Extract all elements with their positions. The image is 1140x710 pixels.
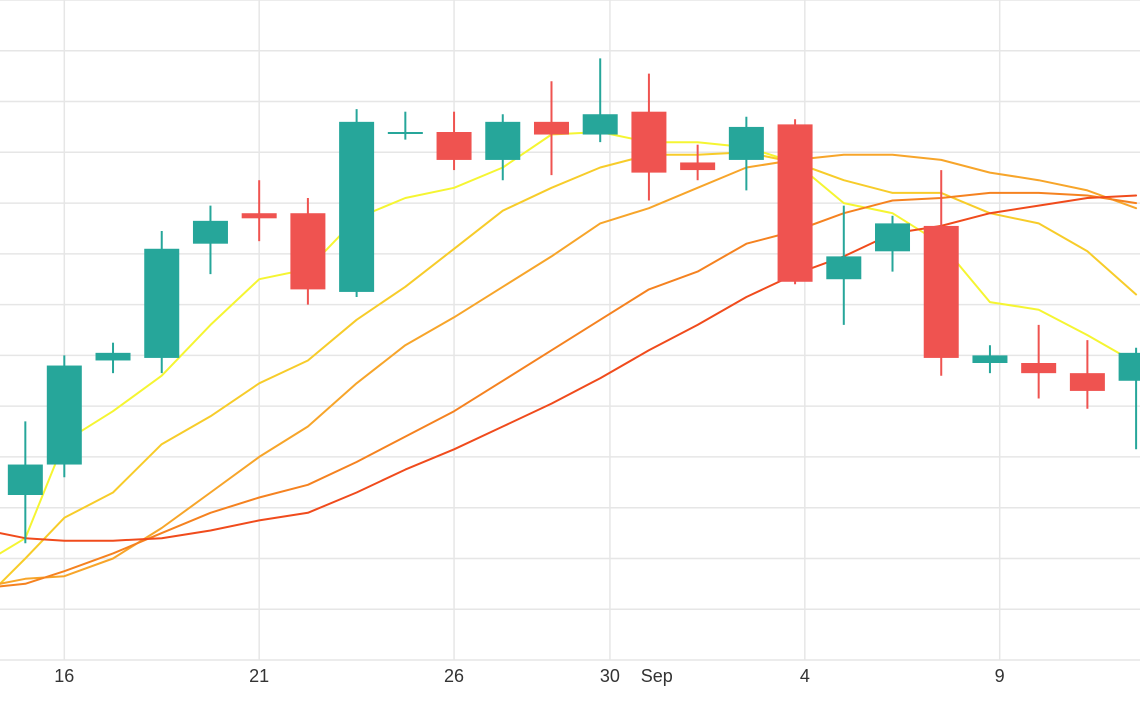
candle-body xyxy=(728,126,764,160)
candle-body xyxy=(46,365,82,465)
candle-body xyxy=(972,355,1008,363)
candle-down xyxy=(241,180,277,242)
x-tick-label: 16 xyxy=(54,666,74,686)
x-tick-label: 26 xyxy=(444,666,464,686)
candle-down xyxy=(777,119,813,285)
candle-up xyxy=(582,58,618,143)
candle-body xyxy=(436,132,472,160)
candle-body xyxy=(582,114,618,135)
candle-body xyxy=(631,111,667,173)
candle-up xyxy=(339,109,375,297)
x-tick-label: 21 xyxy=(249,666,269,686)
candle-body xyxy=(144,248,180,358)
candle-body xyxy=(875,223,911,252)
candle-body xyxy=(95,352,131,361)
candle-up xyxy=(826,205,862,325)
candle-up xyxy=(46,355,82,478)
candle-up xyxy=(7,421,43,544)
gridlines xyxy=(0,0,1140,661)
candles xyxy=(7,58,1140,544)
x-tick-label: 30 xyxy=(600,666,620,686)
x-tick-label: Sep xyxy=(641,666,673,686)
candle-down xyxy=(436,111,472,171)
candle-down xyxy=(680,144,716,181)
candle-up xyxy=(144,231,180,374)
candle-up xyxy=(192,205,228,275)
candle-up xyxy=(1118,347,1140,450)
candle-down xyxy=(290,198,326,305)
candle-body xyxy=(1118,352,1140,381)
x-tick-label: 4 xyxy=(800,666,810,686)
candle-body xyxy=(533,121,569,135)
candle-up xyxy=(728,116,764,191)
candle-body xyxy=(7,464,43,495)
moving-average-lines xyxy=(0,131,1138,588)
candle-body xyxy=(680,162,716,171)
candle-down xyxy=(533,81,569,176)
x-tick-label: 9 xyxy=(995,666,1005,686)
candle-body xyxy=(241,213,277,219)
candle-up xyxy=(485,114,521,181)
candle-body xyxy=(485,121,521,160)
candle-body xyxy=(290,213,326,290)
candle-up xyxy=(95,342,131,374)
candle-body xyxy=(826,256,862,280)
candle-down xyxy=(631,73,667,201)
x-axis-ticks: 16 21 26 30 Sep 4 9 xyxy=(54,666,1004,686)
moving-average-line xyxy=(0,153,1138,585)
moving-average-line xyxy=(0,194,1138,542)
candle-down xyxy=(1069,340,1105,409)
candle-body xyxy=(777,124,813,282)
candle-up xyxy=(875,215,911,272)
candle-down xyxy=(923,170,959,376)
candle-down xyxy=(1021,324,1057,399)
candle-body xyxy=(923,225,959,358)
candle-body xyxy=(192,220,228,244)
candle-up xyxy=(972,345,1008,374)
candle-up xyxy=(387,111,423,140)
candle-body xyxy=(339,121,375,292)
candle-body xyxy=(387,132,423,134)
candle-body xyxy=(1069,373,1105,391)
candle-body xyxy=(1021,363,1057,374)
